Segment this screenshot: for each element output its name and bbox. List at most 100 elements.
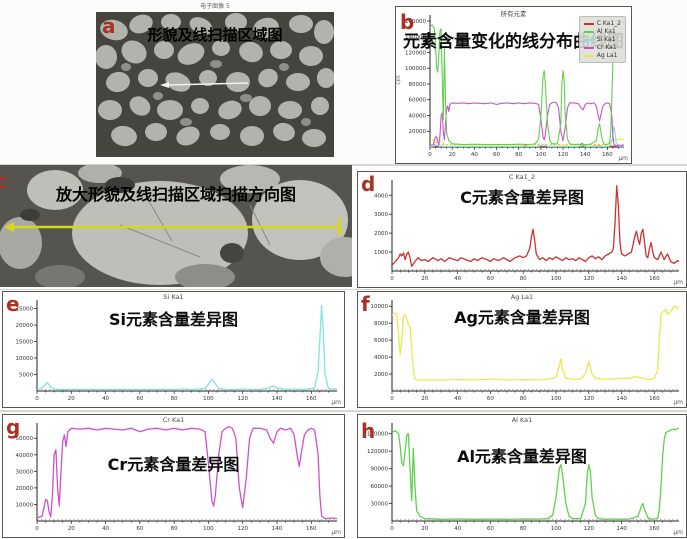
- svg-text:140: 140: [272, 526, 283, 532]
- row-divider: [0, 288, 687, 290]
- svg-text:140: 140: [616, 396, 627, 402]
- svg-text:80: 80: [171, 526, 178, 532]
- svg-text:140: 140: [616, 276, 627, 282]
- sem-micrograph-c: [0, 165, 352, 287]
- svg-text:0: 0: [390, 526, 394, 532]
- svg-text:25000: 25000: [16, 307, 34, 313]
- svg-text:120000: 120000: [405, 50, 426, 56]
- legend-label: Cr Ka1: [596, 44, 617, 51]
- svg-text:20: 20: [68, 526, 75, 532]
- svg-text:0: 0: [428, 152, 432, 158]
- aluminium-line-plot: 30000 60000 90000 120000 150000 0 20 40 60 80 100 1…: [358, 415, 686, 537]
- svg-text:5000: 5000: [19, 373, 33, 379]
- svg-text:140: 140: [580, 152, 591, 158]
- legend-swatch: [583, 54, 594, 57]
- all-elements-line-plot: 20000 40000 60000 80000 100000 120000 140000 16…: [396, 7, 631, 163]
- svg-text:3000: 3000: [374, 212, 388, 218]
- svg-text:120: 120: [558, 152, 569, 158]
- svg-text:100000: 100000: [405, 66, 426, 72]
- svg-text:100: 100: [203, 526, 214, 532]
- svg-text:60: 60: [487, 526, 494, 532]
- legend-b: C Ka1_2 Al Ka1 Si Ka1 Cr Ka1 Ag La1: [578, 16, 626, 63]
- svg-text:150000: 150000: [367, 432, 388, 438]
- legend-label: Ag La1: [596, 52, 618, 59]
- legend-swatch: [583, 22, 594, 25]
- legend-label: Si Ka1: [596, 36, 616, 43]
- chart-h-axis-title: Al Ka1: [511, 416, 533, 424]
- legend-entry: Si Ka1: [583, 36, 621, 43]
- svg-text:60000: 60000: [409, 98, 427, 104]
- svg-text:20000: 20000: [409, 129, 427, 135]
- chart-b-overlay-title: 元素含量变化的线分布曲线图: [403, 32, 624, 52]
- panel-f-chart-silver: Ag La1 2000 4000 6000 8000 10000 0 20 40 60 80 100…: [357, 291, 687, 408]
- chart-b-y-axis-label: cps: [395, 75, 402, 85]
- svg-text:140: 140: [616, 526, 627, 532]
- svg-text:160: 160: [649, 276, 660, 282]
- panel-letter-c: c: [0, 169, 8, 193]
- svg-text:80: 80: [520, 526, 527, 532]
- svg-text:80: 80: [515, 152, 522, 158]
- silicon-line-plot: 5000 10000 15000 20000 25000 0 20 40 60 80 100 120 1…: [3, 292, 344, 407]
- svg-text:40: 40: [102, 526, 109, 532]
- svg-text:60: 60: [136, 396, 143, 402]
- chart-g-x-unit: μm: [331, 529, 341, 536]
- svg-text:0: 0: [390, 396, 394, 402]
- sem-c-title: 放大形貌及线扫描区域扫描方向图: [55, 185, 297, 204]
- panel-letter-d: d: [361, 172, 376, 196]
- svg-text:120: 120: [237, 396, 248, 402]
- chart-h-overlay-title: Al元素含量差异图: [457, 447, 587, 466]
- legend-entry: Ag La1: [583, 52, 621, 59]
- panel-g-chart-chromium: Cr Ka1 10000 20000 30000 40000 50000 0 20 40 60 8…: [2, 414, 345, 538]
- chart-h-x-unit: μm: [673, 529, 683, 536]
- legend-entry: Cr Ka1: [583, 44, 621, 51]
- svg-text:20: 20: [68, 396, 75, 402]
- panel-letter-g: g: [6, 415, 21, 439]
- svg-text:40000: 40000: [409, 113, 427, 119]
- sem-a-caption: 电子图像 5: [200, 3, 230, 10]
- svg-text:140: 140: [272, 396, 283, 402]
- legend-entry: C Ka1_2: [583, 20, 621, 27]
- sem-micrograph-a: [96, 12, 334, 157]
- svg-text:40000: 40000: [16, 453, 34, 459]
- panel-letter-e: e: [6, 292, 20, 316]
- chart-f-overlay-title: Ag元素含量差异图: [454, 308, 590, 327]
- svg-text:40: 40: [471, 152, 478, 158]
- svg-text:10000: 10000: [16, 502, 34, 508]
- panel-letter-b: b: [400, 10, 415, 34]
- chart-b-x-unit: μm: [618, 155, 628, 162]
- svg-text:4000: 4000: [374, 193, 388, 199]
- panel-c-sem-magnified: c 放大形貌及线扫描区域扫描方向图: [0, 165, 352, 287]
- svg-text:20000: 20000: [16, 486, 34, 492]
- legend-swatch: [583, 30, 594, 33]
- svg-text:2000: 2000: [374, 231, 388, 237]
- svg-text:100: 100: [551, 396, 562, 402]
- row-divider: [0, 410, 687, 412]
- svg-text:30000: 30000: [16, 469, 34, 475]
- svg-text:20: 20: [421, 276, 428, 282]
- panel-e-chart-silicon: Si Ka1 5000 10000 15000 20000 25000 0 20 40 60 80…: [2, 291, 345, 408]
- svg-text:6000: 6000: [374, 338, 388, 344]
- svg-text:100: 100: [551, 276, 562, 282]
- chart-e-axis-title: Si Ka1: [163, 293, 184, 301]
- svg-text:60: 60: [487, 396, 494, 402]
- chart-g-overlay-title: Cr元素含量差异图: [107, 455, 240, 474]
- chart-f-x-unit: μm: [673, 399, 683, 406]
- svg-text:160: 160: [306, 526, 317, 532]
- svg-text:60000: 60000: [371, 484, 389, 490]
- svg-text:1000: 1000: [374, 250, 388, 256]
- svg-text:80: 80: [520, 276, 527, 282]
- svg-text:160: 160: [649, 396, 660, 402]
- legend-swatch: [583, 46, 594, 49]
- svg-text:2000: 2000: [374, 372, 388, 378]
- chart-d-overlay-title: C元素含量差异图: [460, 188, 584, 207]
- svg-text:30000: 30000: [371, 502, 389, 508]
- legend-label: C Ka1_2: [596, 20, 621, 27]
- svg-text:40: 40: [454, 276, 461, 282]
- svg-text:20: 20: [449, 152, 456, 158]
- svg-text:4000: 4000: [374, 355, 388, 361]
- svg-text:0: 0: [35, 396, 39, 402]
- panel-letter-h: h: [361, 419, 376, 443]
- legend-swatch: [583, 38, 594, 41]
- svg-text:100: 100: [536, 152, 547, 158]
